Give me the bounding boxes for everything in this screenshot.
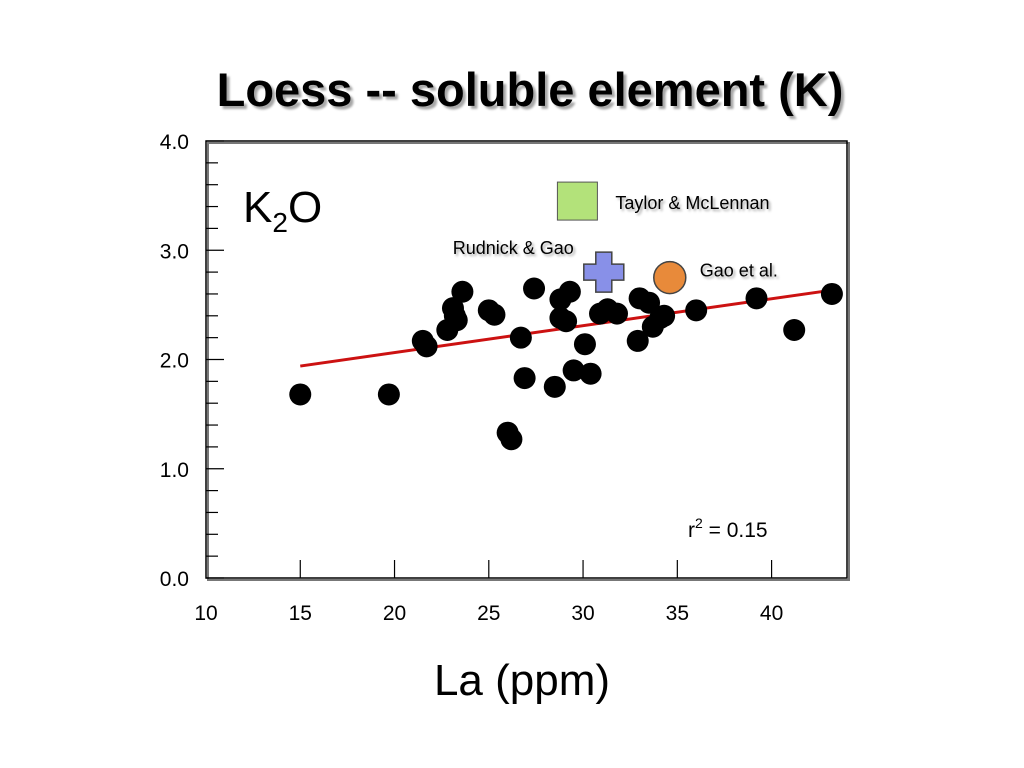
x-tick-label: 20 [383,602,406,625]
data-point [605,302,628,325]
data-point [543,375,566,398]
data-point [573,333,596,356]
reference-label: Gao et al. [700,261,778,281]
y-tick-label: 4.0 [160,131,189,154]
data-point [377,383,400,406]
data-point [558,280,581,303]
data-point [653,304,676,327]
x-axis-label: La (ppm) [434,656,610,705]
data-point [451,280,474,303]
data-point [626,329,649,352]
reference-markers: Taylor & McLennan Rudnick & Gao Gao et al. [453,181,778,295]
reference-marker-cross [583,251,625,293]
data-point [509,326,532,349]
x-tick-label: 30 [571,602,594,625]
r-squared-annotation: r2 = 0.15 [688,515,768,542]
reference-marker-square [556,181,598,221]
data-point [513,367,536,390]
data-point [638,291,661,314]
reference-label: Rudnick & Gao [453,238,574,258]
data-points [289,277,843,451]
data-point [500,428,523,451]
data-point [415,335,438,358]
y-tick-label: 3.0 [160,240,189,263]
x-tick-label: 25 [477,602,500,625]
x-axis: 10 15 20 25 30 35 40 [194,560,783,625]
data-point [562,359,585,382]
data-point [289,383,312,406]
x-tick-label: 10 [194,602,217,625]
data-point [783,319,806,342]
panel-label: K2O [243,183,322,238]
y-tick-label: 1.0 [160,459,189,482]
x-tick-label: 40 [760,602,783,625]
data-point [483,303,506,326]
data-point [745,287,768,310]
y-tick-label: 0.0 [160,568,189,591]
reference-label: Taylor & McLennan [615,193,769,213]
reference-marker-circle [653,260,687,295]
y-axis: 0.0 1.0 2.0 3.0 4.0 [160,131,224,591]
data-point [445,309,468,332]
data-point [579,362,602,385]
y-tick-label: 2.0 [160,350,189,373]
data-point [685,299,708,322]
data-point [555,310,578,333]
x-tick-label: 15 [289,602,312,625]
chart-title: Loess -- soluble element (K) [216,63,844,116]
x-tick-label: 35 [666,602,689,625]
plot-frame-shadow [207,142,850,581]
data-point [820,282,843,305]
data-point [523,277,546,300]
